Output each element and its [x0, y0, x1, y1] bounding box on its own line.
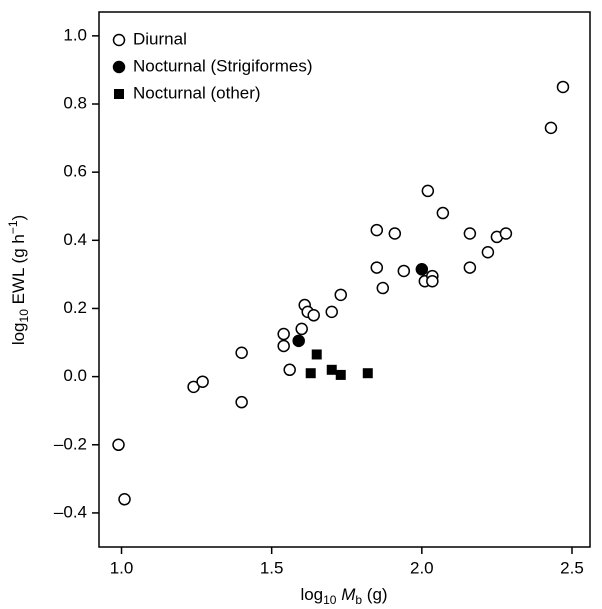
legend-label: Nocturnal (other)	[133, 83, 261, 102]
legend-marker	[114, 89, 124, 99]
circle-marker	[112, 438, 125, 452]
y-tick-label: 0.2	[63, 298, 87, 317]
square-marker	[326, 364, 337, 375]
square-marker	[311, 349, 322, 360]
x-tick-label: 2.0	[410, 558, 434, 577]
circle-marker	[334, 288, 347, 302]
circle-marker	[283, 363, 296, 377]
circle-marker	[397, 264, 411, 278]
square-marker	[335, 369, 346, 380]
circle-marker	[481, 245, 495, 259]
x-axis-label: log10 Mb (g)	[300, 585, 387, 607]
circle-marker	[325, 305, 338, 319]
circle-marker	[370, 261, 384, 274]
circle-marker	[376, 281, 390, 295]
legend-label: Diurnal	[133, 29, 187, 48]
y-tick-label: –0.4	[54, 502, 87, 521]
circle-marker	[544, 121, 558, 135]
x-tick-label: 1.0	[110, 558, 134, 577]
square-marker	[305, 368, 316, 379]
legend-marker	[112, 60, 126, 74]
circle-marker	[235, 395, 248, 409]
x-tick-label: 2.5	[560, 558, 584, 577]
circle-marker	[463, 227, 477, 240]
circle-marker	[277, 327, 290, 341]
y-tick-label: 0.0	[63, 366, 87, 385]
circle-marker	[292, 334, 305, 348]
circle-marker	[388, 227, 402, 240]
circle-marker	[118, 493, 131, 506]
circle-marker	[196, 375, 209, 388]
y-tick-label: 1.0	[63, 25, 87, 44]
circle-marker	[463, 261, 477, 274]
circle-marker	[295, 322, 308, 336]
circle-marker	[426, 274, 439, 288]
circle-marker	[235, 346, 248, 360]
circle-marker	[370, 223, 384, 237]
circle-marker	[556, 80, 570, 94]
x-tick-label: 1.5	[260, 558, 284, 577]
y-tick-label: 0.6	[63, 162, 87, 181]
y-tick-label: –0.2	[54, 434, 87, 453]
plot-frame	[98, 11, 591, 548]
circle-marker	[436, 206, 450, 220]
y-tick-label: 0.4	[63, 230, 87, 249]
circle-marker	[499, 227, 513, 240]
legend-label: Nocturnal (Strigiformes)	[133, 56, 313, 75]
y-tick-label: 0.8	[63, 93, 87, 112]
circle-marker	[277, 339, 290, 353]
y-axis-label: log10 EWL (g h−1)	[6, 215, 31, 345]
circle-marker	[415, 263, 429, 276]
legend-marker	[112, 33, 126, 47]
square-marker	[362, 368, 373, 379]
circle-marker	[421, 184, 435, 198]
circle-marker	[307, 309, 320, 322]
